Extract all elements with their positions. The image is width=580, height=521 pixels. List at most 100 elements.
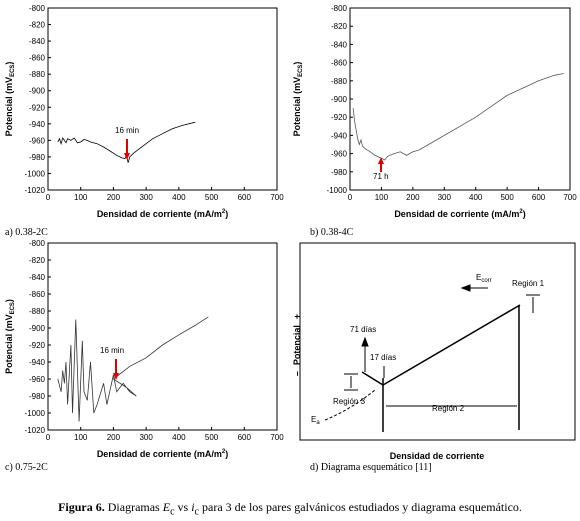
y-tick-label: -840 [331,40,348,49]
caption-e: E [162,500,171,514]
x-tick-label: 600 [238,193,252,202]
x-label-end: ) [225,209,228,219]
x-label-sup: 2 [519,209,523,215]
x-tick-label: 100 [375,193,389,202]
x-tick-label: 300 [139,193,153,202]
arrow-head [361,336,369,347]
y-tick-label: -960 [29,136,46,145]
y-tick-label: -900 [331,95,348,104]
plot-frame [47,7,278,191]
y-tick-label: -960 [29,375,46,384]
x-label-sup: 2 [222,209,226,215]
y-tick-label: -880 [331,77,348,86]
y-tick-label: -920 [29,341,46,350]
days-71: 71 días [350,325,376,334]
x-tick-label: 400 [469,193,483,202]
x-label-end: ) [225,449,228,459]
ea-label: Ea [311,415,320,426]
ea-sub: a [316,420,320,426]
y-tick-label: -1020 [25,426,46,435]
panel-caption: a) 0.38-2C [5,227,48,238]
annotation-arrow-head [378,157,384,164]
x-tick-label: 200 [107,433,121,442]
arrow-head [460,284,471,292]
x-tick-label: 600 [532,193,546,202]
x-tick-label: 0 [46,433,51,442]
y-tick-label: -980 [29,392,46,401]
y-label-end: ) [4,299,14,302]
y-tick-label: -960 [331,150,348,159]
y-tick-label: -820 [331,22,348,31]
x-tick-label: 100 [74,433,88,442]
annotation-arrow-head [113,373,119,380]
x-label-end: ) [523,209,526,219]
y-tick-label: -800 [29,4,46,13]
y-tick-label: -920 [331,113,348,122]
x-tick-label: 600 [238,433,252,442]
region-1: Región 1 [512,279,545,288]
y-tick-label: -900 [29,324,46,333]
x-axis-label: Densidad de corriente (mA/m2) [97,449,228,459]
y-label-text: Potencial (mV [4,314,14,374]
y-axis-label: Potencial (mVECS) [4,62,16,137]
ecorr: E [476,273,481,282]
annotation-arrow-head [124,153,130,160]
diagram-x-label: Densidad de corriente [390,451,485,461]
caption-text: Diagramas [104,500,163,514]
ea: E [311,415,316,424]
x-tick-label: 200 [107,193,121,202]
x-label-text: Densidad de corriente (mA/m [97,449,222,459]
x-tick-label: 700 [270,433,284,442]
y-tick-label: -800 [331,4,348,13]
y-tick-label: -940 [29,358,46,367]
data-line [57,316,209,422]
diagram-caption: d) Diagrama esquemático [11] [310,462,432,473]
y-tick-label: -860 [29,290,46,299]
y-tick-label: -840 [29,37,46,46]
y-label-sub: ECS [10,65,16,77]
x-label-text: Densidad de corriente (mA/m [394,209,519,219]
x-axis-label: Densidad de corriente (mA/m2) [97,209,228,219]
x-tick-label: 100 [74,193,88,202]
y-tick-label: -820 [29,21,46,30]
data-line [57,121,196,163]
y-tick-label: -1020 [25,186,46,195]
y-tick-label: -880 [29,70,46,79]
y-tick-label: -1000 [25,409,46,418]
y-tick-label: -1000 [25,169,46,178]
y-tick-label: -800 [29,239,46,248]
x-tick-label: 300 [139,433,153,442]
y-label-sub: ECS [298,65,304,77]
x-tick-label: 500 [500,193,514,202]
annotation: 16 min [100,346,124,355]
potencial: Potencial [292,325,302,365]
y-label-sub: ECS [10,302,16,314]
diagram-frame [299,242,576,441]
x-tick-label: 0 [46,193,51,202]
y-tick-label: -980 [29,153,46,162]
x-tick-label: 500 [205,433,219,442]
ecorr-sub: corr [481,278,491,284]
y-label-end: ) [292,62,302,65]
minus: – [292,371,302,376]
y-axis-label: Potencial (mVECS) [292,62,304,137]
schematic [299,242,576,441]
x-axis-label: Densidad de corriente (mA/m2) [394,209,525,219]
x-tick-label: 700 [270,193,284,202]
x-tick-label: 300 [438,193,452,202]
caption-i-sub: c [194,506,199,518]
x-tick-label: 0 [348,193,353,202]
figure-caption: Figura 6. Diagramas Ec vs ic para 3 de l… [0,500,580,517]
region-2: Región 2 [432,404,465,413]
y-axis-label: Potencial (mVECS) [4,299,16,374]
x-tick-label: 700 [563,193,577,202]
y-tick-label: -840 [29,273,46,282]
y-label-end: ) [4,62,14,65]
x-tick-label: 400 [172,433,186,442]
plot-frame [47,242,278,431]
x-label-sup: 2 [222,449,226,455]
data-line [352,73,564,161]
days-17: 17 días [370,353,396,362]
x-tick-label: 200 [406,193,420,202]
charts: Ecorr Región 1 71 días 17 días Región 3 … [4,4,577,473]
